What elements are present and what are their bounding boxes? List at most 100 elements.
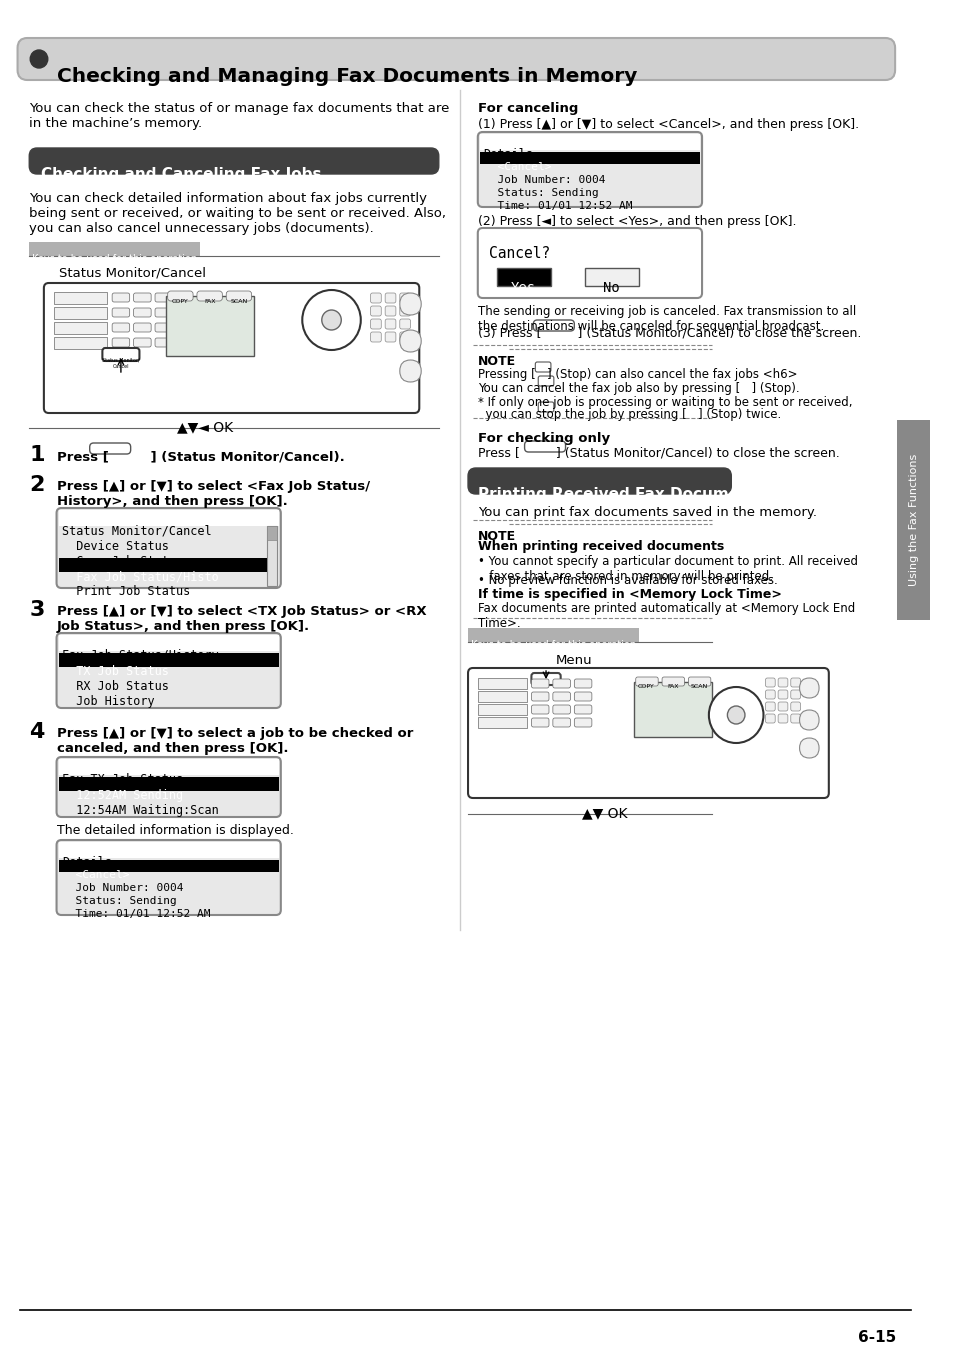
Text: For checking only: For checking only bbox=[477, 432, 609, 446]
Text: Pressing [   ] (Stop) can also cancel the fax jobs <h6>: Pressing [ ] (Stop) can also cancel the … bbox=[477, 369, 797, 381]
FancyBboxPatch shape bbox=[399, 360, 421, 382]
FancyBboxPatch shape bbox=[764, 678, 775, 687]
Text: OK: OK bbox=[727, 711, 743, 722]
Text: Press [▲] or [▼] to select a job to be checked or
canceled, and then press [OK].: Press [▲] or [▼] to select a job to be c… bbox=[56, 728, 413, 755]
Text: SCAN: SCAN bbox=[230, 298, 247, 304]
FancyBboxPatch shape bbox=[133, 338, 151, 347]
FancyBboxPatch shape bbox=[778, 690, 787, 699]
FancyBboxPatch shape bbox=[477, 717, 526, 728]
Text: Status Monitor/Cancel: Status Monitor/Cancel bbox=[62, 524, 212, 537]
FancyBboxPatch shape bbox=[574, 679, 591, 688]
FancyBboxPatch shape bbox=[633, 682, 711, 737]
FancyBboxPatch shape bbox=[790, 678, 800, 687]
FancyBboxPatch shape bbox=[537, 377, 554, 386]
Circle shape bbox=[726, 706, 744, 724]
Text: Status Monitor/
Cancel: Status Monitor/ Cancel bbox=[102, 358, 140, 369]
FancyBboxPatch shape bbox=[58, 759, 278, 775]
Text: COPY: COPY bbox=[638, 684, 654, 688]
FancyBboxPatch shape bbox=[790, 702, 800, 711]
FancyBboxPatch shape bbox=[533, 320, 574, 331]
FancyBboxPatch shape bbox=[799, 738, 819, 757]
Text: Press [▲] or [▼] to select <TX Job Status> or <RX
Job Status>, and then press [O: Press [▲] or [▼] to select <TX Job Statu… bbox=[56, 605, 426, 633]
FancyBboxPatch shape bbox=[553, 679, 570, 688]
FancyBboxPatch shape bbox=[155, 308, 172, 317]
FancyBboxPatch shape bbox=[196, 292, 222, 301]
FancyBboxPatch shape bbox=[155, 338, 172, 347]
FancyBboxPatch shape bbox=[790, 714, 800, 724]
FancyBboxPatch shape bbox=[635, 676, 658, 686]
FancyBboxPatch shape bbox=[477, 678, 526, 688]
Text: For canceling: For canceling bbox=[477, 103, 578, 115]
Text: FAX: FAX bbox=[204, 298, 215, 304]
Text: <Cancel>: <Cancel> bbox=[62, 869, 130, 880]
FancyBboxPatch shape bbox=[790, 690, 800, 699]
Circle shape bbox=[708, 687, 762, 742]
Text: Fax TX Job Status: Fax TX Job Status bbox=[62, 774, 183, 786]
FancyBboxPatch shape bbox=[155, 323, 172, 332]
Text: Checking and Managing Fax Documents in Memory: Checking and Managing Fax Documents in M… bbox=[56, 68, 637, 86]
Text: Copy Job Status: Copy Job Status bbox=[62, 555, 183, 568]
FancyBboxPatch shape bbox=[58, 842, 278, 859]
Text: FAX: FAX bbox=[666, 684, 678, 688]
FancyBboxPatch shape bbox=[399, 319, 410, 329]
Text: RX Job Status: RX Job Status bbox=[62, 680, 169, 693]
FancyBboxPatch shape bbox=[385, 319, 395, 329]
FancyBboxPatch shape bbox=[764, 690, 775, 699]
Text: • No preview function is available for stored faxes.: • No preview function is available for s… bbox=[477, 574, 777, 587]
FancyBboxPatch shape bbox=[468, 468, 731, 494]
FancyBboxPatch shape bbox=[477, 228, 701, 298]
FancyBboxPatch shape bbox=[168, 292, 193, 301]
FancyBboxPatch shape bbox=[102, 348, 139, 360]
Text: You can cancel the fax job also by pressing [   ] (Stop).: You can cancel the fax job also by press… bbox=[477, 382, 799, 396]
FancyBboxPatch shape bbox=[385, 293, 395, 302]
Text: (2) Press [◄] to select <Yes>, and then press [OK].: (2) Press [◄] to select <Yes>, and then … bbox=[477, 215, 796, 228]
FancyBboxPatch shape bbox=[370, 306, 381, 316]
Text: The sending or receiving job is canceled. Fax transmission to all
the destinatio: The sending or receiving job is canceled… bbox=[477, 305, 855, 333]
FancyBboxPatch shape bbox=[553, 705, 570, 714]
FancyBboxPatch shape bbox=[497, 269, 550, 286]
FancyBboxPatch shape bbox=[574, 718, 591, 728]
Text: Menu: Menu bbox=[556, 653, 592, 667]
Text: Press [         ] (Status Monitor/Cancel) to close the screen.: Press [ ] (Status Monitor/Cancel) to clo… bbox=[477, 447, 839, 460]
FancyBboxPatch shape bbox=[468, 668, 828, 798]
Text: (3) Press [         ] (Status Monitor/Cancel) to close the screen.: (3) Press [ ] (Status Monitor/Cancel) to… bbox=[477, 325, 861, 339]
Text: 12:52AM Sending: 12:52AM Sending bbox=[62, 788, 183, 802]
Text: Press [         ] (Status Monitor/Cancel).: Press [ ] (Status Monitor/Cancel). bbox=[56, 450, 344, 463]
FancyBboxPatch shape bbox=[385, 332, 395, 342]
Text: Job History: Job History bbox=[62, 695, 155, 707]
FancyBboxPatch shape bbox=[226, 292, 252, 301]
FancyBboxPatch shape bbox=[56, 757, 280, 817]
FancyBboxPatch shape bbox=[58, 653, 278, 667]
FancyBboxPatch shape bbox=[53, 306, 107, 319]
FancyBboxPatch shape bbox=[166, 296, 253, 356]
Circle shape bbox=[321, 310, 341, 329]
Text: * If only one job is processing or waiting to be sent or received,: * If only one job is processing or waiti… bbox=[477, 396, 851, 409]
Text: 12:54AM Waiting:Scan: 12:54AM Waiting:Scan bbox=[62, 805, 219, 817]
FancyBboxPatch shape bbox=[688, 676, 710, 686]
FancyBboxPatch shape bbox=[370, 332, 381, 342]
Text: Status Monitor/Cancel: Status Monitor/Cancel bbox=[58, 267, 205, 279]
FancyBboxPatch shape bbox=[112, 338, 130, 347]
FancyBboxPatch shape bbox=[58, 634, 278, 651]
FancyBboxPatch shape bbox=[30, 148, 438, 174]
FancyBboxPatch shape bbox=[574, 705, 591, 714]
FancyBboxPatch shape bbox=[553, 693, 570, 701]
Text: ▲▼ OK: ▲▼ OK bbox=[581, 806, 627, 819]
FancyBboxPatch shape bbox=[535, 362, 550, 373]
FancyBboxPatch shape bbox=[133, 293, 151, 302]
Text: Checking and Canceling Fax Jobs: Checking and Canceling Fax Jobs bbox=[41, 167, 321, 182]
Text: Job Number: 0004: Job Number: 0004 bbox=[483, 176, 604, 185]
FancyBboxPatch shape bbox=[90, 443, 131, 454]
FancyBboxPatch shape bbox=[477, 703, 526, 716]
Text: Fax documents are printed automatically at <Memory Lock End
Time>.: Fax documents are printed automatically … bbox=[477, 602, 854, 630]
FancyBboxPatch shape bbox=[477, 691, 526, 702]
Text: 4: 4 bbox=[30, 722, 45, 742]
Text: Details: Details bbox=[483, 148, 533, 161]
Text: Cancel?: Cancel? bbox=[489, 246, 550, 261]
FancyBboxPatch shape bbox=[370, 293, 381, 302]
FancyBboxPatch shape bbox=[53, 323, 107, 333]
Text: Print Job Status: Print Job Status bbox=[62, 585, 191, 598]
FancyBboxPatch shape bbox=[58, 558, 267, 572]
Text: Keys to be used for this operation: Keys to be used for this operation bbox=[471, 640, 636, 649]
Text: Press [▲] or [▼] to select <Fax Job Status/
History>, and then press [OK].: Press [▲] or [▼] to select <Fax Job Stat… bbox=[56, 481, 370, 508]
